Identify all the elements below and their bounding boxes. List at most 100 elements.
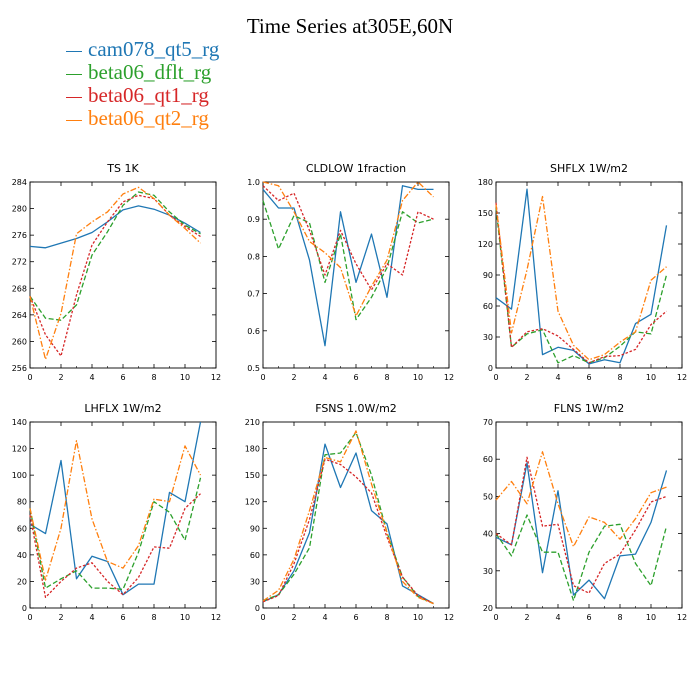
legend-label-2: beta06_qt1_rg	[88, 83, 209, 107]
chart-5-series-0	[495, 462, 668, 600]
chart-0-ytick-label-2: 264	[12, 311, 27, 320]
chart-1-xtick-label-1: 2	[291, 373, 296, 382]
chart-4-title: FSNS 1.0W/m2	[315, 402, 397, 415]
chart-2-xtick-label-4: 8	[617, 373, 622, 382]
chart-1-title: CLDLOW 1fraction	[306, 162, 406, 175]
chart-0-title: TS 1K	[106, 162, 139, 175]
chart-3-xtick-label-3: 6	[120, 613, 125, 622]
chart-2-ytick-label-6: 180	[478, 178, 493, 187]
chart-4-xtick-label-6: 12	[444, 613, 454, 622]
chart-3-ytick-label-6: 120	[12, 445, 27, 454]
legend-label-1: beta06_dflt_rg	[88, 60, 212, 84]
legend-item-0: cam078_qt5_rg	[66, 38, 219, 61]
chart-1-ytick-label-4: 0.9	[247, 215, 260, 224]
chart-3-ytick-label-7: 140	[12, 418, 27, 427]
chart-3-xtick-label-2: 4	[89, 613, 94, 622]
chart-5-ytick-label-5: 70	[483, 418, 493, 427]
chart-0-ytick-label-0: 256	[12, 364, 27, 373]
chart-4-ytick-label-6: 180	[245, 445, 260, 454]
chart-1-series-0	[262, 185, 434, 347]
chart-2-xtick-label-5: 10	[646, 373, 656, 382]
chart-5-title: FLNS 1W/m2	[554, 402, 624, 415]
chart-3-ytick-label-1: 20	[17, 577, 27, 586]
chart-5-xtick-label-5: 10	[646, 613, 656, 622]
chart-2-ytick-label-1: 30	[483, 333, 493, 342]
chart-1-frame	[262, 181, 450, 369]
chart-4-ytick-label-1: 30	[250, 577, 260, 586]
legend-line-1	[66, 73, 82, 75]
chart-5-xtick-label-6: 12	[677, 613, 687, 622]
chart-0-xtick-label-4: 8	[151, 373, 156, 382]
chart-4-frame	[262, 421, 450, 609]
chart-2-series-3	[495, 195, 667, 361]
chart-3-series-1	[29, 477, 202, 591]
chart-1-ytick-label-3: 0.8	[247, 252, 260, 261]
chart-4-xtick-label-4: 8	[384, 613, 389, 622]
legend-item-1: beta06_dflt_rg	[66, 61, 219, 84]
chart-5-ytick-label-0: 20	[483, 604, 493, 613]
chart-1-xtick-label-5: 10	[413, 373, 423, 382]
chart-1-ytick-label-5: 1.0	[247, 178, 260, 187]
chart-0-ytick-label-7: 284	[12, 178, 27, 187]
chart-0-xtick-label-1: 2	[58, 373, 63, 382]
chart-2-ytick-label-5: 150	[478, 209, 493, 218]
chart-0-xtick-label-3: 6	[120, 373, 125, 382]
chart-1-ytick-label-0: 0.5	[247, 364, 260, 373]
chart-0-xtick-label-6: 12	[211, 373, 221, 382]
chart-1-xtick-label-4: 8	[384, 373, 389, 382]
legend: cam078_qt5_rg beta06_dflt_rg beta06_qt1_…	[66, 38, 219, 130]
chart-3-ytick-label-5: 100	[12, 471, 27, 480]
chart-0-series-3	[29, 186, 201, 361]
chart-3-series-0	[29, 421, 202, 596]
legend-line-3	[66, 119, 82, 121]
chart-4-xtick-label-1: 2	[291, 613, 296, 622]
chart-0-xtick-label-0: 0	[27, 373, 32, 382]
chart-5-ytick-label-4: 60	[483, 455, 493, 464]
chart-0-xtick-label-5: 10	[180, 373, 190, 382]
chart-5-ytick-label-2: 40	[483, 530, 493, 539]
chart-4-series-0	[262, 443, 434, 605]
chart-3-series-2	[29, 493, 201, 599]
chart-4-series-1	[262, 431, 434, 605]
chart-1-series-3	[262, 181, 434, 317]
chart-5-xtick-label-2: 4	[555, 613, 560, 622]
chart-1-series-2	[262, 185, 434, 291]
chart-0-ytick-label-1: 260	[12, 337, 27, 346]
chart-3-frame	[29, 421, 217, 609]
chart-0-xtick-label-2: 4	[89, 373, 94, 382]
chart-2-ytick-label-2: 60	[483, 302, 493, 311]
chart-2-ytick-label-3: 90	[483, 271, 493, 280]
chart-5-ytick-label-3: 50	[483, 492, 493, 501]
chart-2-xtick-label-6: 12	[677, 373, 687, 382]
chart-4-xtick-label-0: 0	[260, 613, 265, 622]
chart-3-ytick-label-4: 80	[17, 498, 27, 507]
chart-1-ytick-label-2: 0.7	[247, 290, 260, 299]
chart-3-ytick-label-2: 40	[17, 551, 27, 560]
chart-4-ytick-label-2: 60	[250, 551, 260, 560]
chart-3-xtick-label-4: 8	[151, 613, 156, 622]
page-title: Time Series at305E,60N	[246, 14, 454, 38]
chart-5-series-3	[495, 451, 667, 548]
chart-1-xtick-label-6: 12	[444, 373, 454, 382]
chart-1-xtick-label-0: 0	[260, 373, 265, 382]
chart-2-xtick-label-0: 0	[493, 373, 498, 382]
chart-4-xtick-label-5: 10	[413, 613, 423, 622]
chart-1-xtick-label-3: 6	[353, 373, 358, 382]
chart-2-xtick-label-3: 6	[586, 373, 591, 382]
chart-3-xtick-label-6: 12	[211, 613, 221, 622]
chart-5-xtick-label-4: 8	[617, 613, 622, 622]
chart-0-ytick-label-4: 272	[12, 258, 27, 267]
chart-3-xtick-label-0: 0	[27, 613, 32, 622]
chart-1-series-1	[262, 200, 434, 321]
chart-4-ytick-label-0: 0	[255, 604, 260, 613]
chart-2-title: SHFLX 1W/m2	[550, 162, 628, 175]
chart-4-ytick-label-4: 120	[245, 498, 260, 507]
chart-2-xtick-label-1: 2	[524, 373, 529, 382]
legend-line-0	[66, 50, 82, 52]
chart-4-ytick-label-3: 90	[250, 524, 260, 533]
chart-4-xtick-label-3: 6	[353, 613, 358, 622]
chart-5-series-1	[495, 514, 668, 602]
chart-0-series-0	[29, 205, 201, 249]
chart-3-xtick-label-5: 10	[180, 613, 190, 622]
chart-2-series-2	[495, 202, 667, 364]
